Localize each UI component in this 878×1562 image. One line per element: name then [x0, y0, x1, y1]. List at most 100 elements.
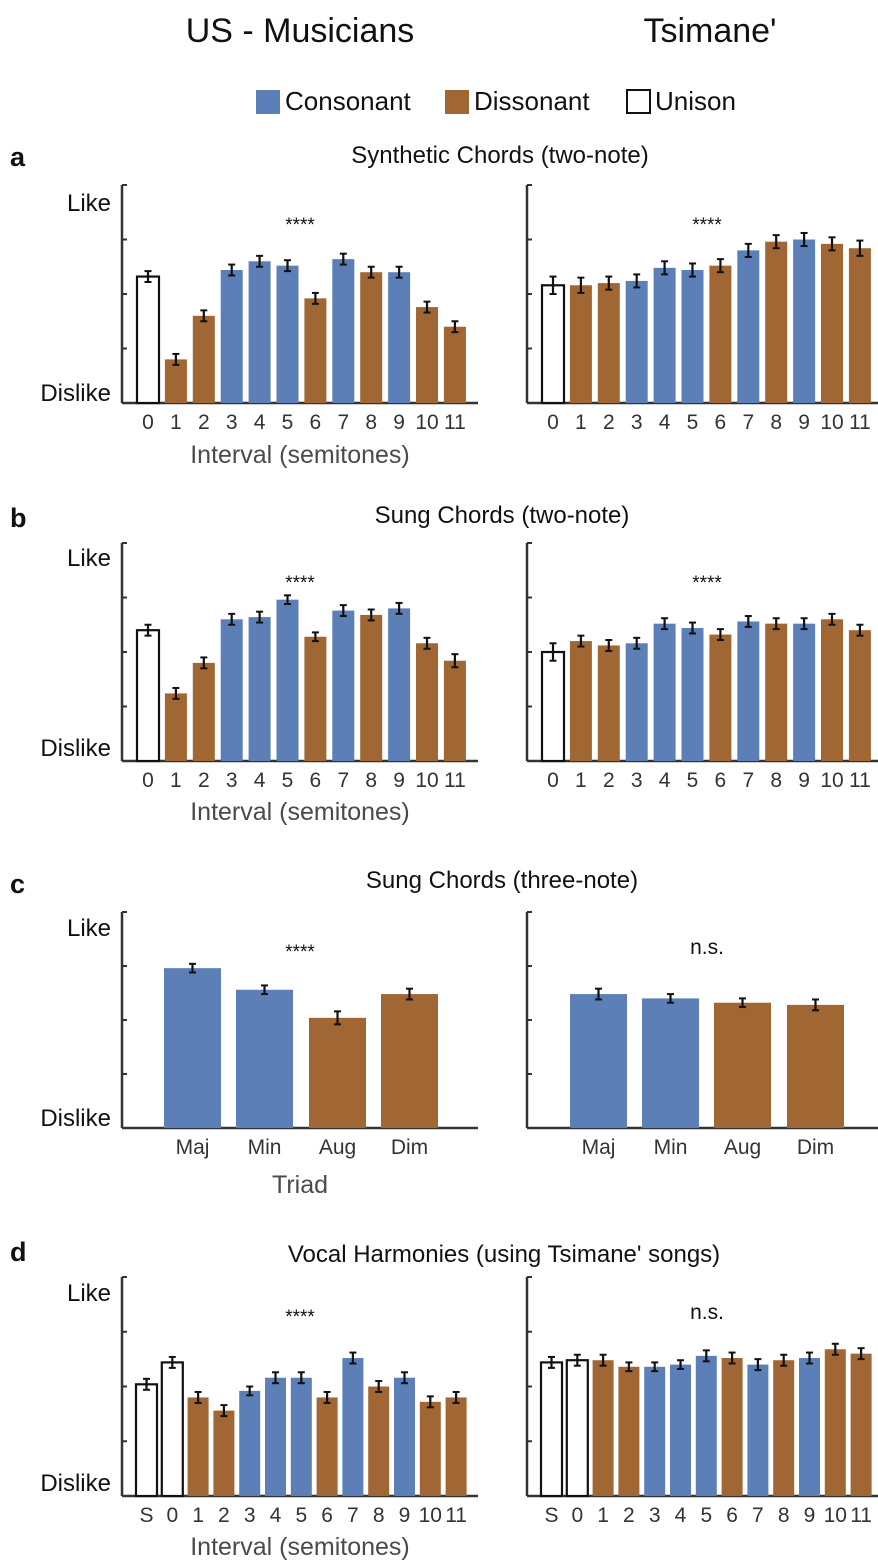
- bar-4: [653, 267, 676, 403]
- x-tick-label: 8: [770, 411, 782, 434]
- bar-2: [192, 315, 215, 403]
- bar-4: [248, 617, 271, 761]
- bar-11: [848, 248, 871, 403]
- bar-2: [192, 662, 215, 761]
- x-tick-label: 5: [295, 1504, 307, 1527]
- bar-11: [443, 326, 466, 403]
- bar-7: [332, 259, 355, 403]
- bar-3: [220, 619, 243, 761]
- subplot-d-us: S 0 1 2 3 4 5 6 7 8 9 10 11 ****: [120, 1276, 478, 1527]
- bar-5: [290, 1377, 312, 1496]
- panel-letter-c: c: [10, 869, 25, 899]
- x-tick-label: Dim: [797, 1136, 834, 1159]
- bar-9: [793, 623, 816, 761]
- xaxis-title-c: Triad: [272, 1171, 328, 1199]
- column-header-tsimane: Tsimane': [643, 12, 776, 50]
- ylabel-like-a: Like: [67, 190, 111, 217]
- bar-11: [848, 630, 871, 761]
- x-tick-label: 7: [752, 1504, 764, 1527]
- x-tick-label: 7: [337, 411, 349, 434]
- bar-10: [416, 643, 438, 761]
- x-tick-label: 9: [798, 411, 810, 434]
- x-tick-label: 10: [419, 1504, 442, 1527]
- bar-5: [276, 265, 299, 403]
- x-tick-label: 0: [571, 1504, 583, 1527]
- x-tick-label: 11: [444, 769, 466, 792]
- bar-2: [618, 1366, 640, 1496]
- x-tick-label: 4: [659, 411, 671, 434]
- x-tick-label: 0: [547, 769, 559, 792]
- x-tick-label: 2: [603, 769, 615, 792]
- x-tick-label: 11: [849, 769, 871, 792]
- significance-label: ****: [285, 573, 315, 594]
- bar-Maj: [570, 994, 627, 1128]
- bar-5: [276, 599, 299, 761]
- xaxis-title-d: Interval (semitones): [190, 1533, 410, 1561]
- x-tick-label: 9: [399, 1504, 411, 1527]
- x-tick-label: 8: [365, 411, 377, 434]
- x-tick-label: 11: [445, 1504, 467, 1527]
- x-tick-label: 9: [798, 769, 810, 792]
- x-tick-label: 10: [415, 411, 438, 434]
- subplot-b-us: 0 1 2 3 4 5 6 7 8 9 10 11 ****: [120, 542, 478, 792]
- x-tick-label: 7: [347, 1504, 359, 1527]
- x-tick-label: S: [544, 1504, 558, 1527]
- bar-0: [135, 275, 161, 405]
- bar-4: [670, 1364, 691, 1496]
- bar-9: [388, 608, 411, 761]
- x-tick-label: 11: [850, 1504, 872, 1527]
- bar-Dim: [787, 1004, 844, 1128]
- x-tick-label: Min: [248, 1136, 282, 1159]
- x-tick-label: 2: [218, 1504, 230, 1527]
- bar-1: [569, 641, 592, 761]
- ylabel-dislike-b: Dislike: [40, 735, 111, 762]
- x-tick-label: 5: [687, 411, 699, 434]
- bar-3: [644, 1366, 666, 1496]
- column-header-us: US - Musicians: [186, 12, 415, 50]
- bar-Min: [236, 989, 293, 1128]
- x-tick-label: 6: [715, 769, 727, 792]
- ylabel-like-b: Like: [67, 545, 111, 572]
- x-tick-label: 8: [770, 769, 782, 792]
- x-tick-label: 3: [226, 769, 238, 792]
- bar-1: [164, 693, 187, 761]
- x-tick-label: 6: [310, 411, 322, 434]
- bar-S: [134, 1383, 159, 1498]
- x-tick-label: 8: [365, 769, 377, 792]
- bar-7: [332, 610, 355, 761]
- bar-4: [248, 261, 271, 403]
- bar-0: [540, 650, 566, 763]
- legend-swatch-consonant: [256, 90, 280, 114]
- x-tick-label: 1: [597, 1504, 609, 1527]
- bar-Aug: [309, 1017, 366, 1128]
- x-tick-label: 11: [444, 411, 466, 434]
- x-tick-label: 9: [393, 769, 405, 792]
- x-tick-label: 4: [659, 769, 671, 792]
- x-tick-label: 10: [415, 769, 438, 792]
- x-tick-label: 6: [726, 1504, 738, 1527]
- ylabel-like-c: Like: [67, 915, 111, 942]
- subplot-c-tsimane: Maj Min Aug Dim n.s.: [525, 911, 878, 1159]
- bar-10: [824, 1349, 846, 1496]
- x-tick-label: 0: [547, 411, 559, 434]
- x-tick-label: 5: [687, 769, 699, 792]
- x-tick-label: Maj: [582, 1136, 616, 1159]
- panel-letter-a: a: [10, 142, 26, 172]
- subplot-b-tsimane: 0 1 2 3 4 5 6 7 8 9 10 11 ****: [525, 542, 878, 792]
- x-tick-label: 4: [675, 1504, 687, 1527]
- x-tick-label: 7: [742, 769, 754, 792]
- x-tick-label: 3: [226, 411, 238, 434]
- bar-6: [304, 636, 327, 761]
- bar-2: [597, 283, 620, 403]
- bar-1: [569, 285, 592, 403]
- bar-7: [737, 250, 760, 403]
- ylabel-dislike-a: Dislike: [40, 380, 111, 407]
- significance-label: ****: [285, 1307, 315, 1328]
- significance-label: ****: [285, 215, 315, 236]
- legend-label-consonant: Consonant: [285, 86, 412, 116]
- bar-8: [360, 272, 383, 403]
- x-tick-label: 4: [254, 411, 266, 434]
- bar-6: [709, 634, 732, 761]
- significance-label: ****: [692, 573, 722, 594]
- x-tick-label: 7: [742, 411, 754, 434]
